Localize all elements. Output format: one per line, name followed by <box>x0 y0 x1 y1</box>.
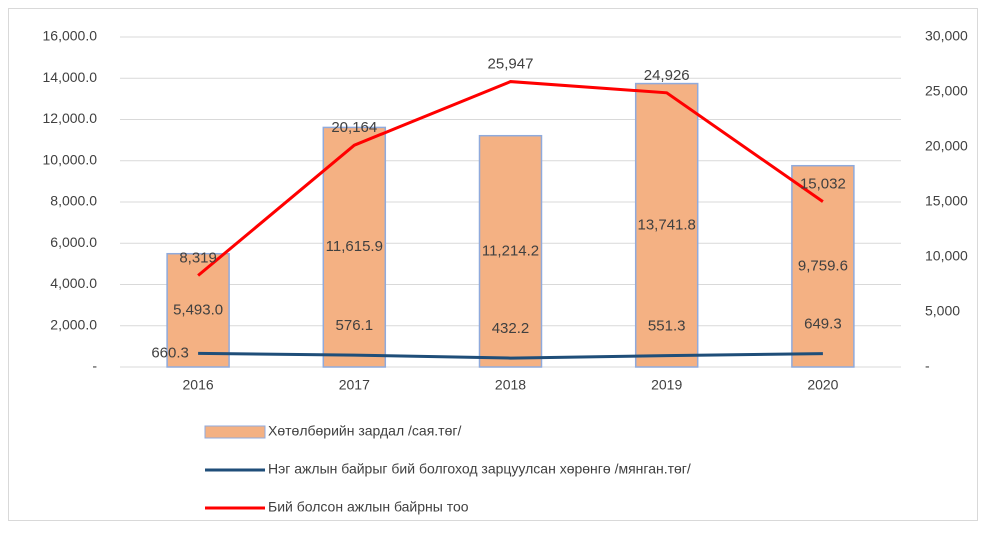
line-series <box>198 351 823 360</box>
x-tick-label: 2016 <box>183 377 214 393</box>
y-tick-label: 14,000.0 <box>43 69 98 85</box>
data-label: 20,164 <box>331 119 377 136</box>
data-label: 8,319 <box>179 249 217 266</box>
bar <box>478 134 543 368</box>
y-tick-label: - <box>92 358 97 374</box>
y-tick-label: 12,000.0 <box>43 110 98 126</box>
x-tick-label: 2018 <box>495 377 526 393</box>
data-label: 9,759.6 <box>798 257 848 274</box>
data-label: 576.1 <box>336 317 374 334</box>
legend-label: Бий болсон ажлын байрны тоо <box>268 499 469 515</box>
data-label: 5,493.0 <box>173 301 223 318</box>
data-label: 15,032 <box>800 176 846 193</box>
data-label: 11,214.2 <box>482 242 539 259</box>
data-label: 24,926 <box>644 67 690 84</box>
bar <box>791 164 855 368</box>
data-label: 649.3 <box>804 316 842 333</box>
legend-label: Хөтөлбөрийн зардал /сая.төг/ <box>268 423 461 439</box>
y-tick-label: 8,000.0 <box>50 193 97 209</box>
bar <box>322 126 387 368</box>
y-tick-label: 2,000.0 <box>50 316 97 332</box>
y-tick-label: 4,000.0 <box>50 275 97 291</box>
y2-tick-label: 15,000 <box>925 193 968 209</box>
data-label: 11,615.9 <box>326 238 383 255</box>
data-label: 432.2 <box>492 320 530 337</box>
bar <box>634 82 699 368</box>
x-tick-label: 2019 <box>651 377 682 393</box>
bar <box>166 252 230 368</box>
y2-tick-label: 30,000 <box>925 28 968 44</box>
line-series <box>197 80 824 277</box>
y-tick-label: 6,000.0 <box>50 234 97 250</box>
legend-swatch <box>204 425 266 439</box>
y2-tick-label: 25,000 <box>925 83 968 99</box>
x-tick-label: 2017 <box>339 377 370 393</box>
y2-tick-label: 10,000 <box>925 248 968 264</box>
y2-tick-label: 5,000 <box>925 303 960 319</box>
data-label: 551.3 <box>648 318 686 335</box>
data-label: 13,741.8 <box>638 216 696 233</box>
y-tick-label: 16,000.0 <box>43 28 98 44</box>
data-label: 660.3 <box>151 344 189 361</box>
x-tick-label: 2020 <box>807 377 838 393</box>
data-label: 25,947 <box>488 56 534 73</box>
y-tick-label: 10,000.0 <box>43 151 98 167</box>
y2-tick-label: - <box>925 358 930 374</box>
legend-label: Нэг ажлын байрыг бий болгоход зарцуулсан… <box>268 461 691 477</box>
y2-tick-label: 20,000 <box>925 138 968 154</box>
